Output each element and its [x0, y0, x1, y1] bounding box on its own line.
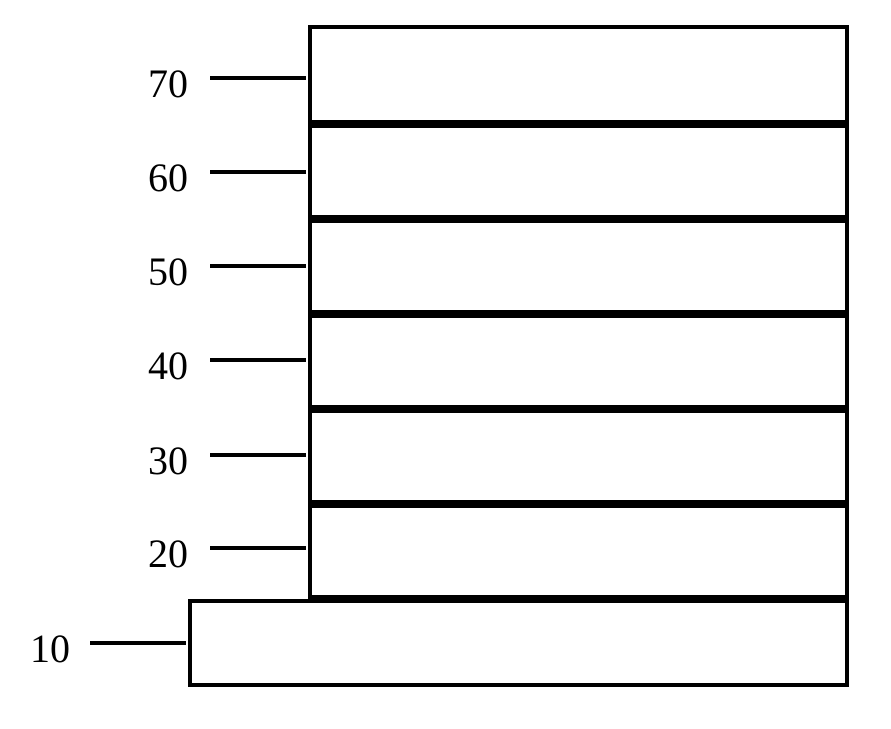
layer-30-leader	[210, 453, 306, 457]
layer-60	[308, 124, 849, 219]
layer-30-label: 30	[148, 437, 188, 484]
layer-10-leader	[90, 641, 186, 645]
layer-40-label: 40	[148, 342, 188, 389]
layer-60-label: 60	[148, 154, 188, 201]
layer-70-leader	[210, 76, 306, 80]
layer-30	[308, 409, 849, 504]
layer-50-leader	[210, 264, 306, 268]
layer-40	[308, 314, 849, 409]
layer-60-leader	[210, 170, 306, 174]
layer-70-label: 70	[148, 60, 188, 107]
layer-50	[308, 219, 849, 314]
layer-10-label: 10	[30, 625, 70, 672]
layer-40-leader	[210, 358, 306, 362]
layer-20	[308, 504, 849, 599]
layer-20-label: 20	[148, 530, 188, 577]
layer-50-label: 50	[148, 248, 188, 295]
layer-10	[188, 599, 849, 687]
layer-20-leader	[210, 546, 306, 550]
layer-70	[308, 25, 849, 124]
layered-stack-diagram: 10 20 30 40 50 60 70	[0, 0, 891, 729]
